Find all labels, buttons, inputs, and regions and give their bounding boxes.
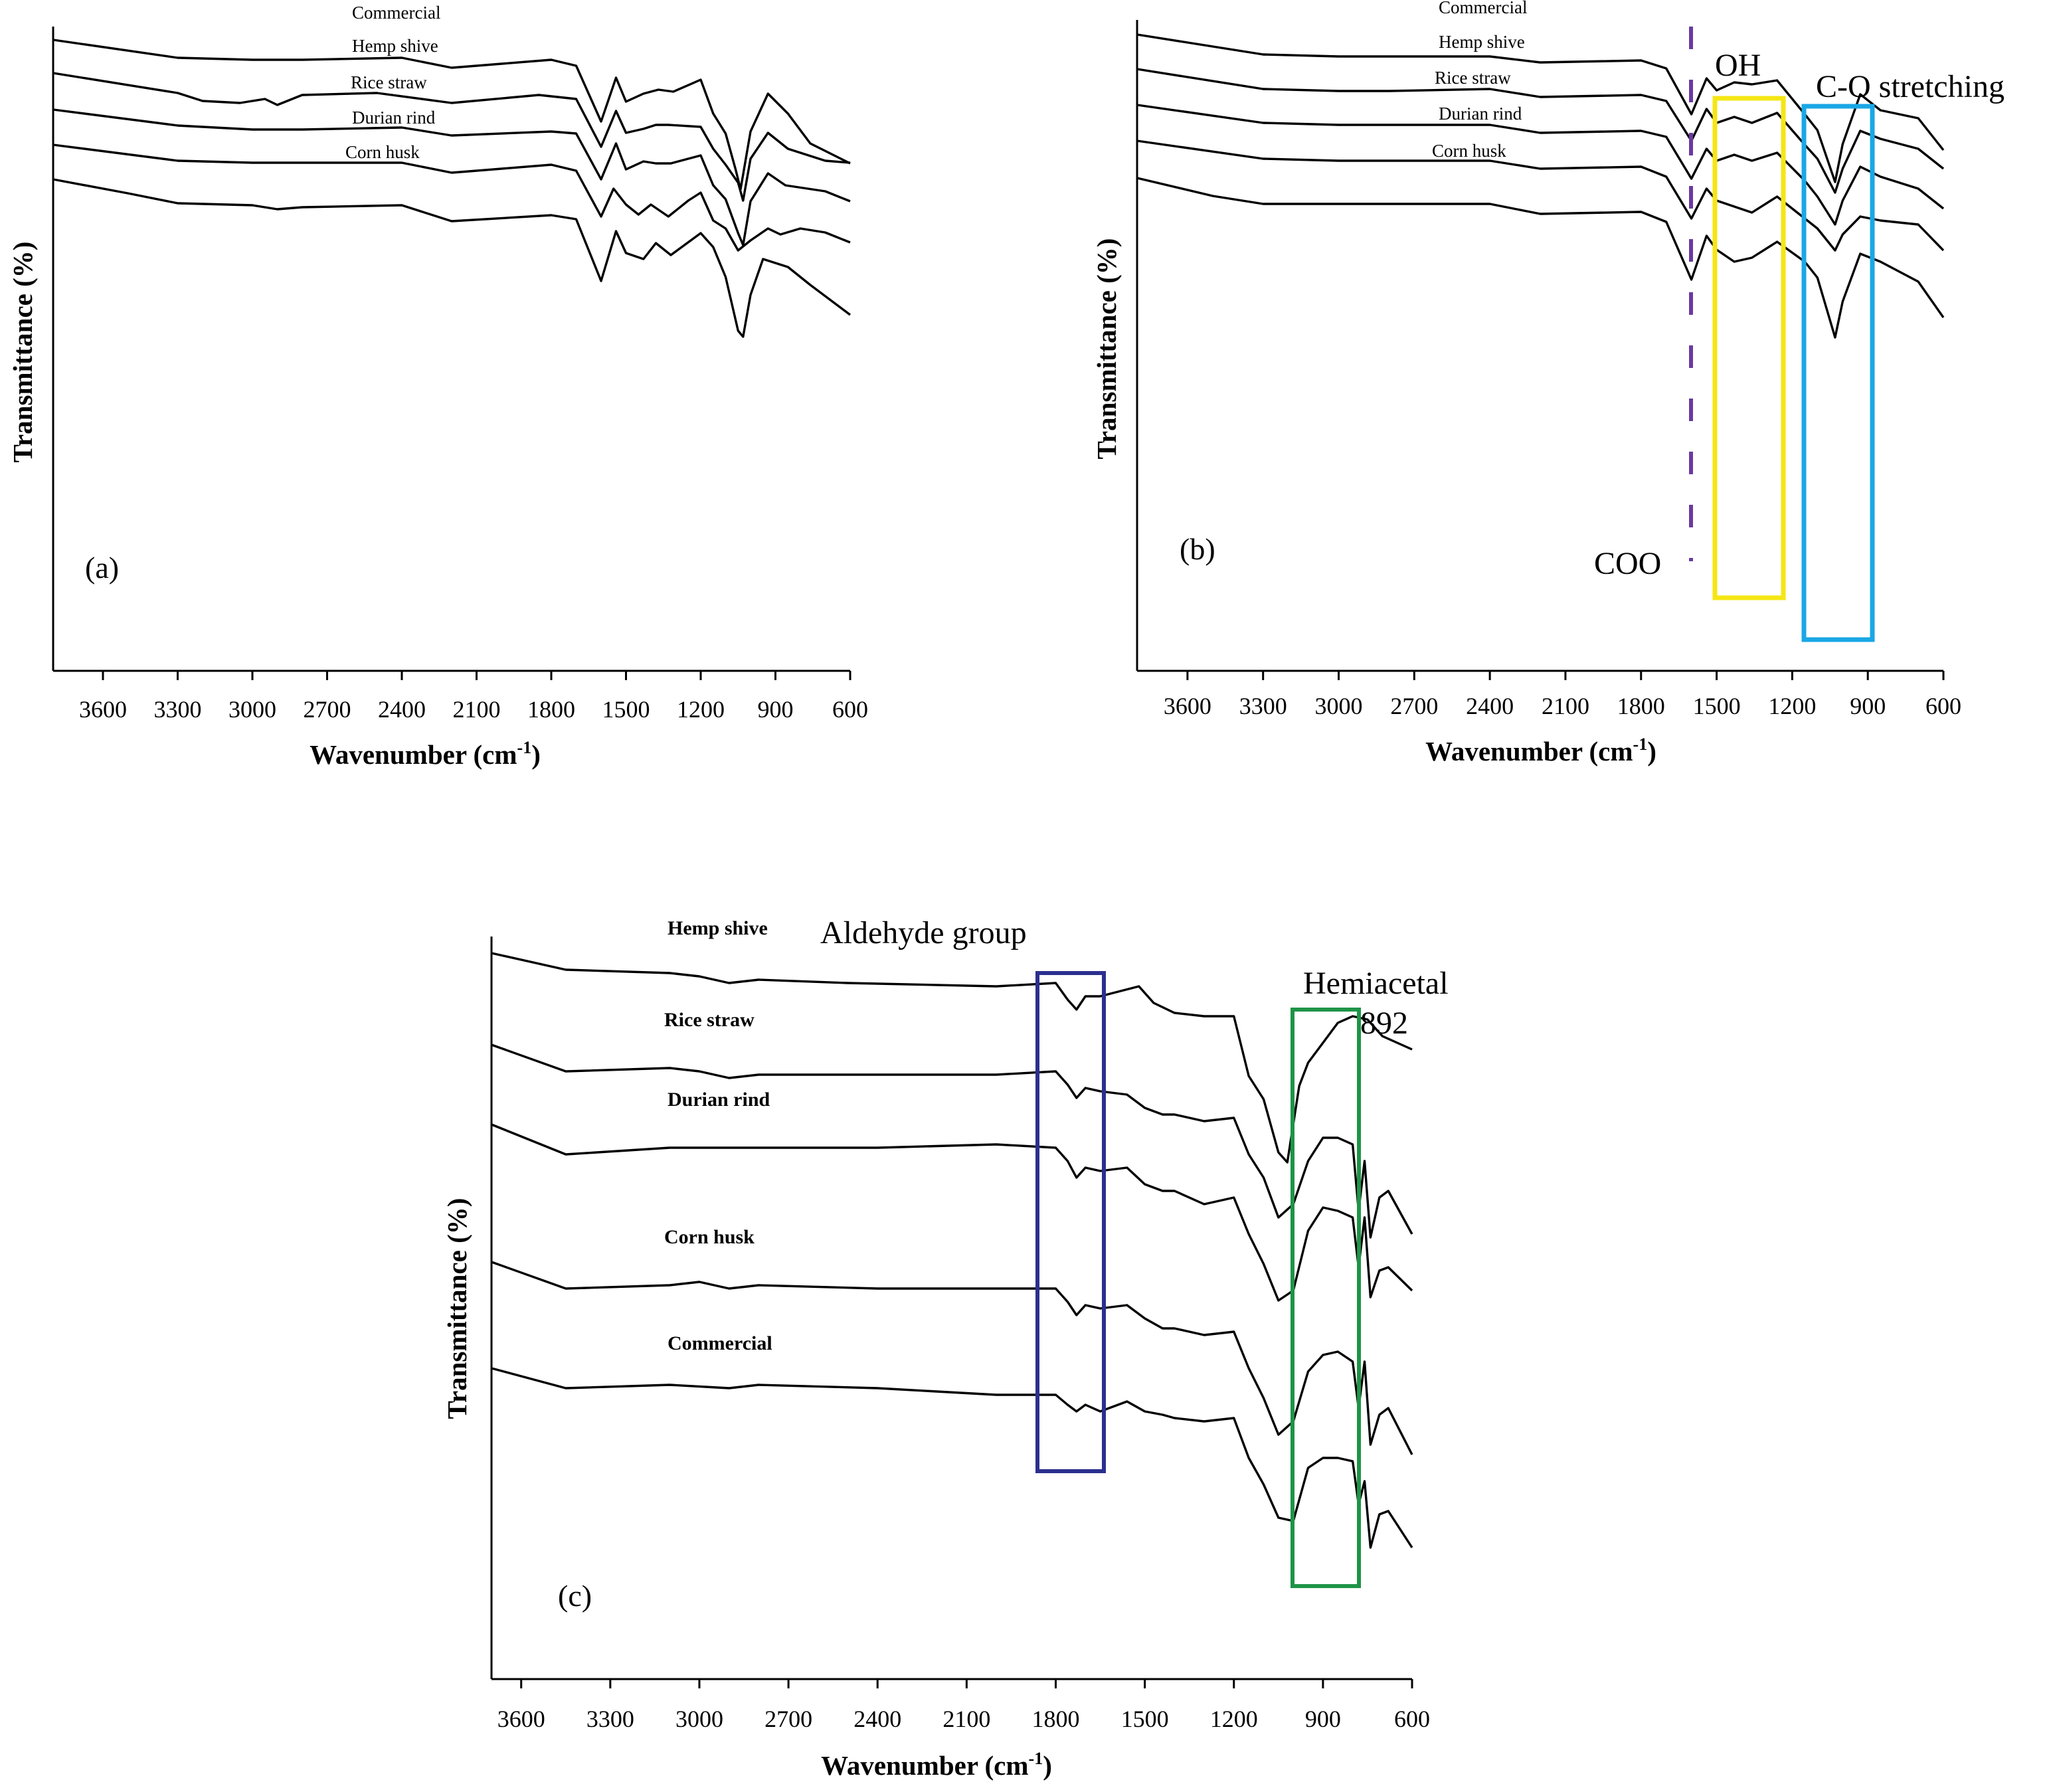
x-tick-label: 900 [1850,693,1886,719]
spectrum-rice-straw [491,1043,1413,1239]
aldehyde-group-box [1035,971,1106,1473]
series-label: Rice straw [664,1009,755,1031]
x-tick-label: 1200 [677,696,725,723]
series-label: Corn husk [1432,141,1506,161]
y-axis-title: Transmittance (%) [1091,238,1122,460]
spectrum-corn-husk [1136,177,1945,339]
hemiacetal-box [1291,1008,1361,1588]
spectrum-hemp-shive [491,952,1413,1164]
spectrum-durian-rind [52,143,851,252]
x-tick-label: 2700 [764,1706,812,1732]
spectrum-rice-straw [1136,104,1945,226]
spectrum-rice-straw [52,108,851,246]
panel-a: 3600 3300 3000 2700 2400 2100 1800 1500 1200 900 6… [7,3,868,770]
series-label: Hemp shive [668,917,768,939]
series-label: Hemp shive [1439,32,1525,52]
panel-b: 3600 3300 3000 2700 2400 2100 1800 1500 1200 900 6… [1091,0,2005,766]
x-tick-label: 600 [1394,1706,1430,1732]
x-tick-label: 2400 [853,1706,901,1732]
series-labels: Commercial Hemp shive Rice straw Durian rin… [345,3,440,162]
series-label: Rice straw [1435,68,1511,88]
oh-highlight-box [1712,96,1786,600]
y-axis-title: Transmittance (%) [7,242,38,463]
spectrum-corn-husk [491,1261,1413,1455]
x-tick-label: 1800 [527,696,575,723]
x-tick-label: 1500 [602,696,650,723]
panel-letter: (b) [1180,532,1215,566]
x-tick-label: 900 [758,696,794,723]
x-tick-label: 2100 [942,1706,990,1732]
x-tick-label: 600 [832,696,868,723]
x-tick-label: 1200 [1768,693,1816,719]
x-tick-label: 2700 [1390,693,1438,719]
y-axis-title: Transmittance (%) [442,1198,472,1419]
x-tick-label: 3300 [586,1706,634,1732]
spectrum-commercial [52,39,851,191]
x-tick-label: 3600 [79,696,127,723]
series-label: Durian rind [1439,104,1522,124]
x-tick-label: 3000 [675,1706,723,1732]
x-tick-label: 3300 [1239,693,1287,719]
series-group [52,39,851,338]
x-tick-label: 2400 [378,696,426,723]
series-label: Commercial [1439,0,1527,17]
series-label: Commercial [668,1332,772,1354]
x-tick-label: 2700 [304,696,351,723]
x-ticks [520,1679,1413,1688]
series-label: Durian rind [352,108,436,128]
x-tick-label: 1500 [1121,1706,1169,1732]
series-group [491,952,1413,1549]
x-tick-labels: 3600 3300 3000 2700 2400 2100 1800 1500 1200 900 6… [497,1706,1430,1732]
series-label: Hemp shive [352,36,438,56]
c-o-stretching-label: C-O stretching [1816,69,2005,104]
x-tick-label: 2100 [453,696,501,723]
x-tick-label: 2400 [1466,693,1514,719]
spectrum-hemp-shive [52,72,851,202]
panel-letter: (c) [558,1579,592,1613]
x-tick-label: 1200 [1210,1706,1258,1732]
x-tick-labels: 3600 3300 3000 2700 2400 2100 1800 1500 1200 900 6… [1164,693,1961,719]
x-ticks [1186,671,1945,680]
c-o-stretching-highlight-box [1801,104,1875,642]
x-axis-title: Wavenumber (cm-1) [821,1749,1052,1781]
x-tick-label: 1500 [1693,693,1741,719]
x-tick-label: 3300 [154,696,202,723]
coo-label: COO [1594,546,1661,581]
spectrum-hemp-shive [1136,68,1945,194]
series-labels: Hemp shive Rice straw Durian rind Corn husk… [664,917,772,1354]
x-axis-title: Wavenumber (cm-1) [310,738,541,770]
series-label: Rice straw [351,72,427,92]
hemiacetal-892-label: 892 [1360,1006,1408,1041]
x-tick-label: 2100 [1542,693,1589,719]
x-tick-label: 3600 [1164,693,1211,719]
x-tick-label: 3600 [497,1706,545,1732]
series-label: Durian rind [668,1089,770,1111]
spectrum-commercial [1136,33,1945,183]
panel-c: 3600 3300 3000 2700 2400 2100 1800 1500 1200 900 6… [442,915,1449,1781]
spectrum-durian-rind [491,1123,1413,1302]
series-label: Commercial [352,3,440,23]
x-tick-labels: 3600 3300 3000 2700 2400 2100 1800 1500 1200 900 6… [79,696,868,723]
panel-letter: (a) [85,551,119,584]
spectrum-corn-husk [52,178,851,338]
x-ticks [102,671,851,680]
hemiacetal-label: Hemiacetal [1303,966,1449,1001]
series-label: Corn husk [664,1226,755,1248]
x-tick-label: 600 [1925,693,1961,719]
x-tick-label: 1800 [1617,693,1665,719]
x-axis-title: Wavenumber (cm-1) [1425,735,1656,766]
aldehyde-group-label: Aldehyde group [820,915,1027,950]
x-tick-label: 1800 [1031,1706,1079,1732]
oh-label: OH [1715,48,1761,83]
x-tick-label: 3000 [228,696,276,723]
series-label: Corn husk [345,142,420,162]
x-tick-label: 900 [1305,1706,1341,1732]
x-tick-label: 3000 [1315,693,1363,719]
spectrum-durian-rind [1136,139,1945,252]
series-labels: Commercial Hemp shive Rice straw Durian rin… [1432,0,1527,161]
spectrum-commercial [491,1367,1413,1549]
